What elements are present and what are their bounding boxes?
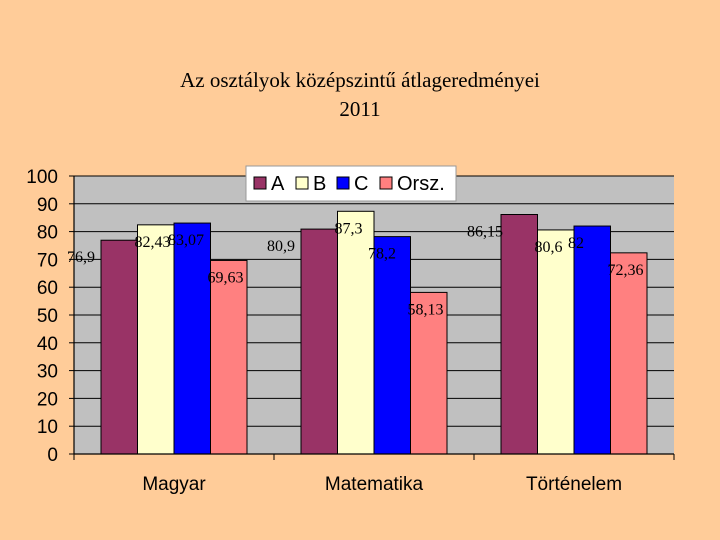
- legend-label-Orsz.: Orsz.: [397, 173, 445, 195]
- data-label-Orsz.-Történelem: 72,36: [608, 262, 644, 279]
- data-label-Orsz.-Matematika: 58,13: [408, 301, 444, 318]
- bar-A-Magyar: [100, 239, 138, 455]
- data-label-A-Történelem: 86,15: [467, 224, 503, 241]
- bar-A-Matematika: [300, 228, 338, 455]
- legend-box: [245, 165, 457, 202]
- x-category-label-Matematika: Matematika: [325, 474, 424, 495]
- y-tick-label-70: 70: [37, 250, 58, 271]
- x-category-label-Magyar: Magyar: [142, 474, 206, 495]
- y-tick-label-90: 90: [37, 195, 58, 216]
- legend-label-B: B: [313, 173, 326, 195]
- y-tick-label-0: 0: [47, 445, 58, 466]
- bar-C-Matematika: [373, 236, 411, 455]
- data-label-A-Magyar: 76,9: [67, 249, 95, 266]
- data-label-B-Történelem: 80,6: [535, 239, 563, 256]
- legend-swatch-C: [336, 176, 350, 190]
- y-tick-label-30: 30: [37, 362, 58, 383]
- bar-C-Történelem: [573, 225, 611, 455]
- y-tick-label-80: 80: [37, 223, 58, 244]
- data-label-C-Történelem: 82: [568, 235, 584, 252]
- legend-swatch-B: [295, 176, 309, 190]
- bar-C-Magyar: [173, 222, 211, 455]
- y-tick-label-20: 20: [37, 389, 58, 410]
- y-tick-label-10: 10: [37, 417, 58, 438]
- data-label-B-Magyar: 82,43: [135, 234, 171, 251]
- y-tick-label-100: 100: [26, 167, 58, 188]
- data-label-Orsz.-Magyar: 69,63: [208, 269, 244, 286]
- legend-label-C: C: [354, 173, 368, 195]
- data-label-C-Matematika: 78,2: [368, 246, 396, 263]
- data-label-C-Magyar: 83,07: [168, 232, 204, 249]
- data-label-B-Matematika: 87,3: [335, 220, 363, 237]
- chart-title-line2: 2011: [339, 97, 381, 121]
- bar-Orsz.-Matematika: [410, 291, 448, 455]
- legend-label-A: A: [271, 173, 285, 195]
- data-label-A-Matematika: 80,9: [267, 238, 295, 255]
- y-tick-label-60: 60: [37, 278, 58, 299]
- bar-B-Matematika: [337, 210, 375, 455]
- bar-Orsz.-Magyar: [210, 259, 248, 455]
- x-category-label-Történelem: Történelem: [526, 474, 622, 495]
- y-tick-label-50: 50: [37, 306, 58, 327]
- legend-swatch-A: [253, 176, 267, 190]
- chart-title-line1: Az osztályok középszintű átlageredményei: [180, 68, 540, 92]
- bar-Orsz.-Történelem: [610, 252, 648, 455]
- bar-B-Magyar: [137, 224, 175, 455]
- y-tick-label-40: 40: [37, 334, 58, 355]
- bar-A-Történelem: [500, 214, 538, 455]
- bar-B-Történelem: [537, 229, 575, 455]
- legend-swatch-Orsz.: [379, 176, 393, 190]
